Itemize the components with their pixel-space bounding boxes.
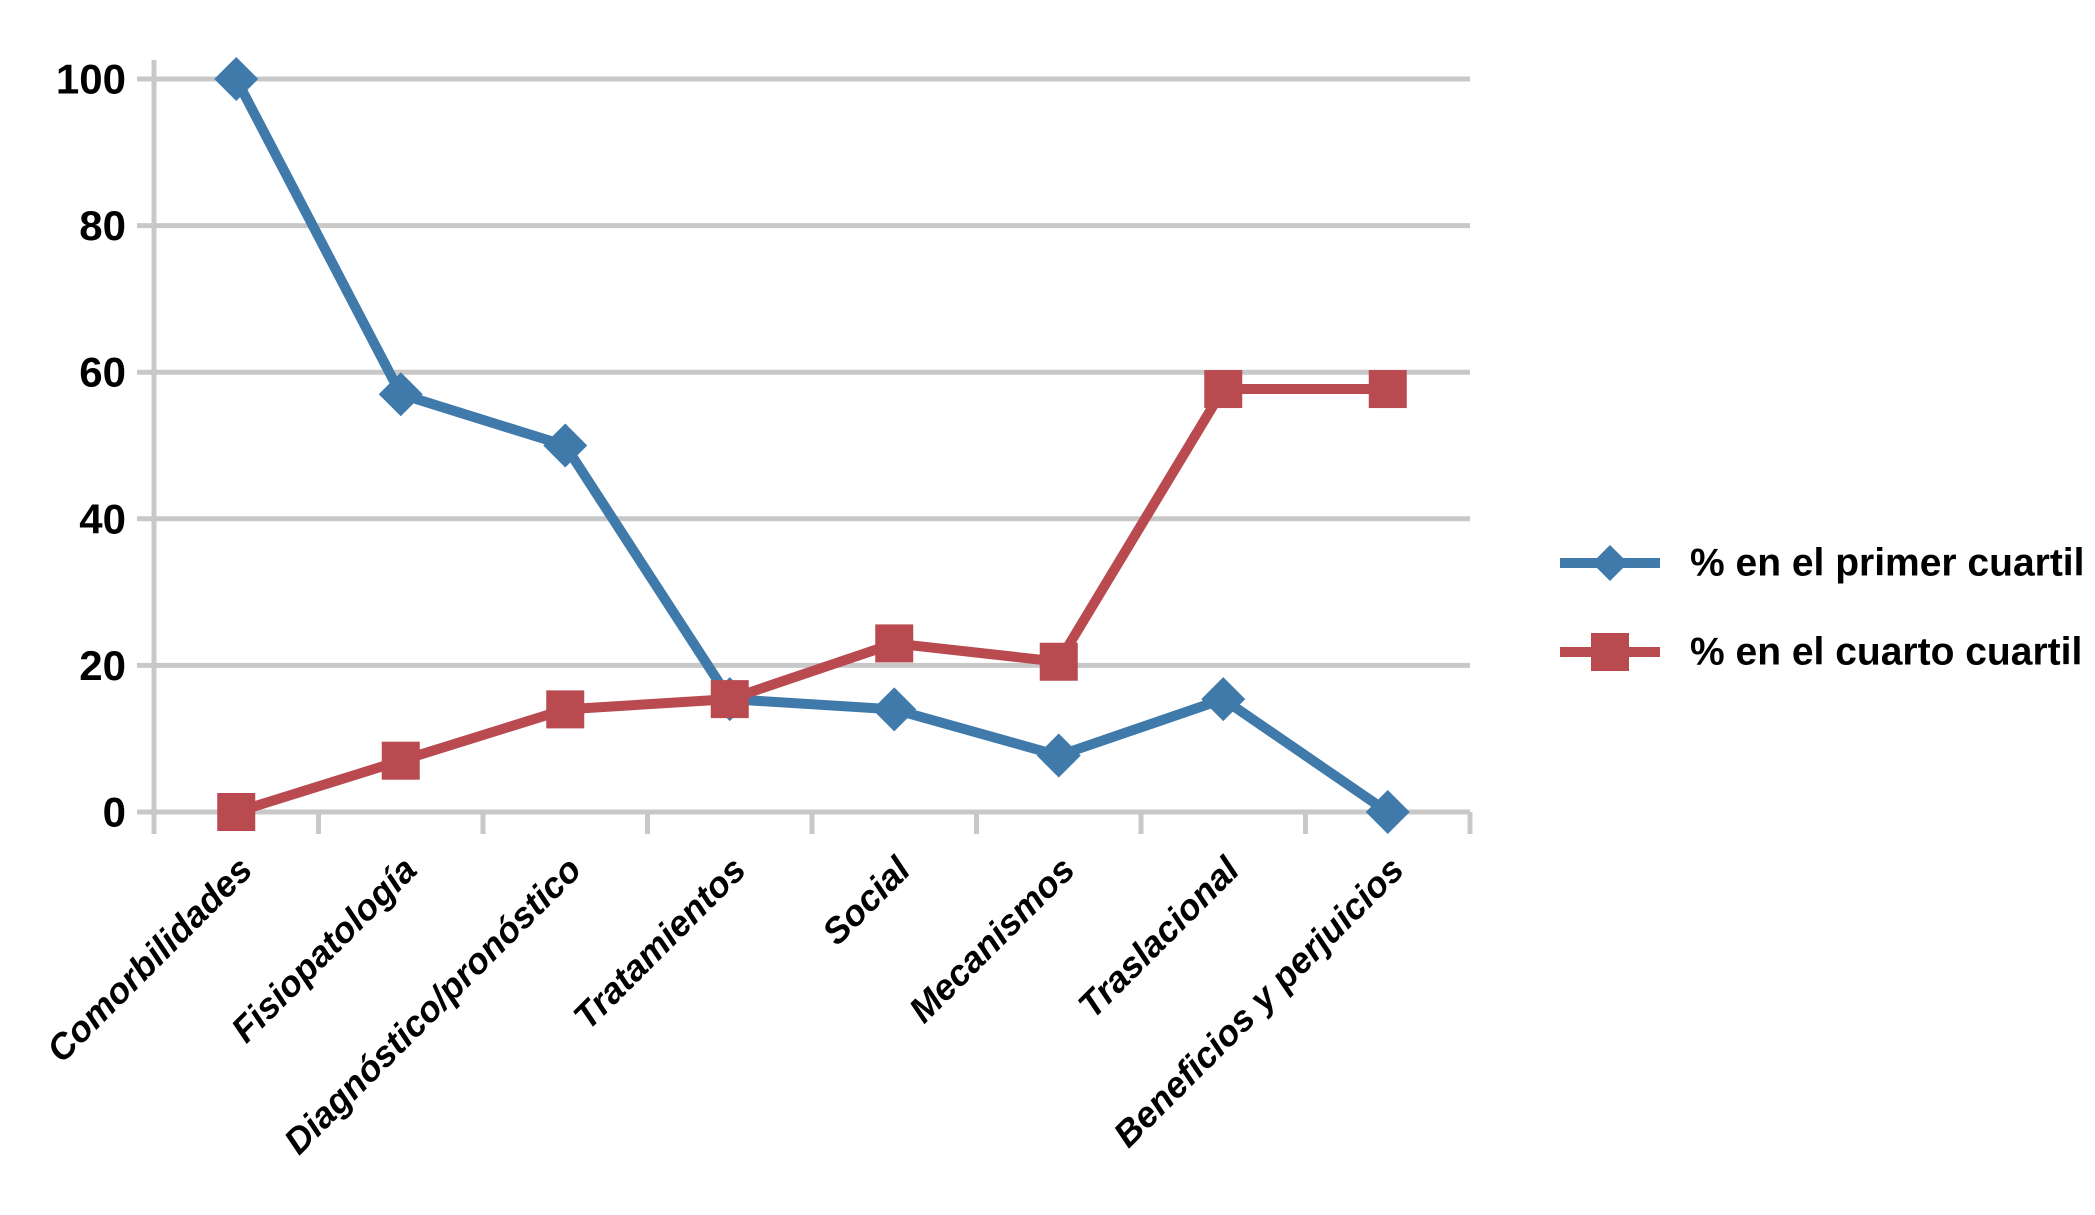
data-point-diamond-1 <box>378 372 423 417</box>
y-tick-label-60: 60 <box>79 349 126 396</box>
y-tick-label-20: 20 <box>79 642 126 689</box>
data-point-diamond-5 <box>1036 733 1081 778</box>
y-tick-label-80: 80 <box>79 202 126 249</box>
data-point-square-6 <box>1204 370 1243 409</box>
gridlines <box>137 76 1470 815</box>
y-tick-label-100: 100 <box>56 56 126 103</box>
legend-item-0: % en el primer cuartil <box>1560 542 2084 585</box>
legend-item-1: % en el cuarto cuartil <box>1560 631 2082 674</box>
data-point-square-3 <box>710 680 749 719</box>
data-point-square-5 <box>1039 642 1078 681</box>
data-point-square-4 <box>875 624 914 663</box>
legend-square-icon <box>1591 633 1629 671</box>
legend-diamond-icon <box>1592 545 1628 581</box>
data-point-square-7 <box>1368 370 1407 409</box>
legend-label-1: % en el cuarto cuartil <box>1690 631 2082 674</box>
legend-label-0: % en el primer cuartil <box>1690 542 2084 585</box>
data-point-square-0 <box>217 793 256 831</box>
data-point-diamond-6 <box>1201 677 1246 722</box>
data-point-square-2 <box>546 690 585 729</box>
y-tick-label-0: 0 <box>103 789 126 836</box>
legend: % en el primer cuartil % en el cuarto cua… <box>1560 542 2084 674</box>
series-line-0 <box>231 74 1393 817</box>
data-point-diamond-4 <box>872 687 917 732</box>
series-line-1 <box>231 384 1393 817</box>
y-tick-label-40: 40 <box>79 495 126 542</box>
data-point-diamond-0 <box>214 57 259 101</box>
data-point-square-1 <box>381 741 420 780</box>
y-axis-labels: 0 20 40 60 80 100 <box>56 56 126 836</box>
series-cuarto-cuartil <box>217 370 1407 831</box>
x-axis-ticks <box>151 812 1473 834</box>
data-point-diamond-7 <box>1365 790 1410 834</box>
data-point-diamond-2 <box>543 423 588 468</box>
